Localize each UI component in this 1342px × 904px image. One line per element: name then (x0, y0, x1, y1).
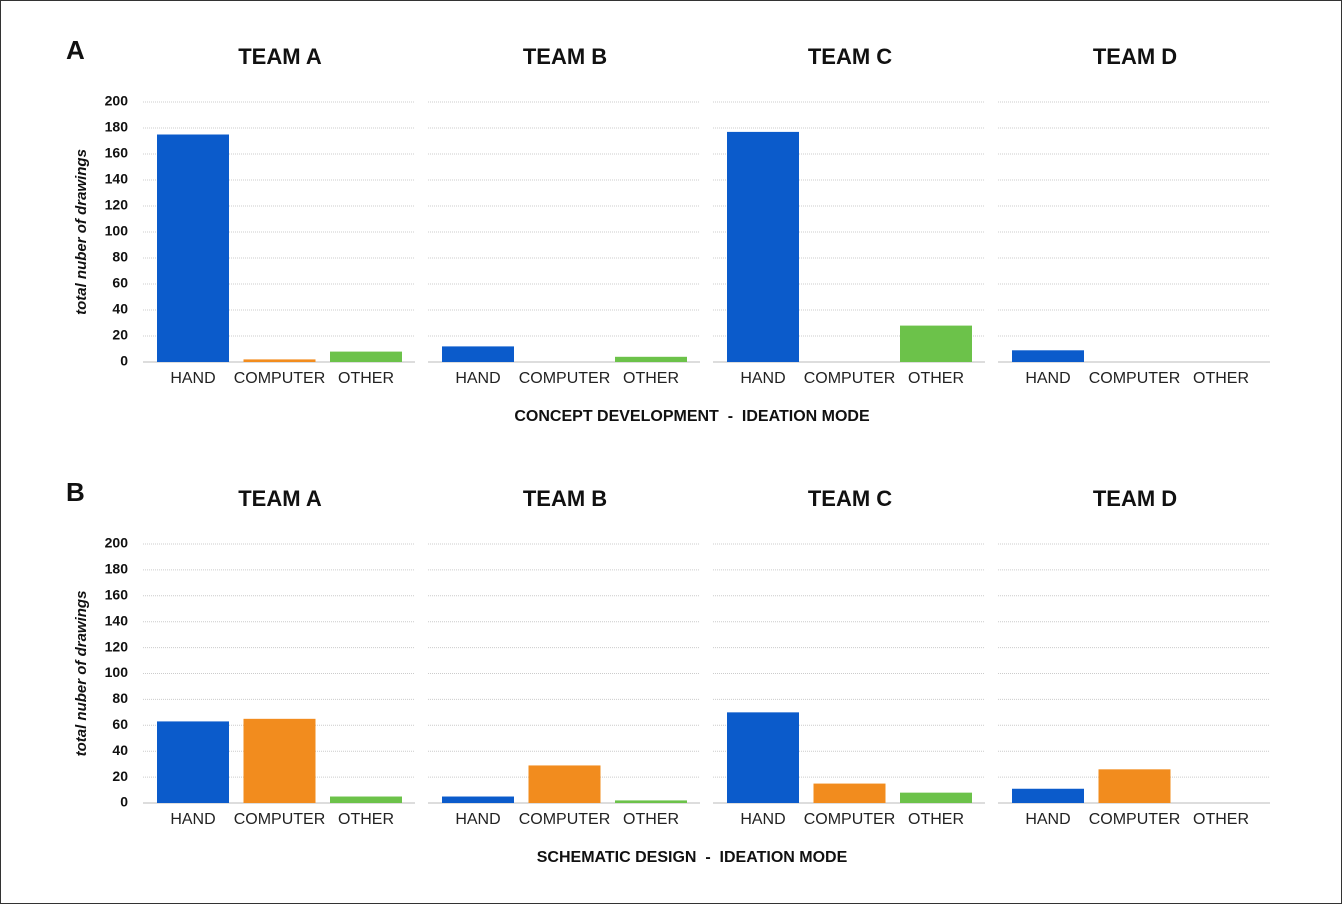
bar (727, 712, 799, 803)
x-tick-label: COMPUTER (804, 811, 896, 828)
bar (615, 356, 687, 362)
subplot-title: TEAM B (523, 44, 607, 69)
y-tick-label: 60 (112, 716, 128, 732)
bar (442, 346, 514, 362)
bar (243, 359, 316, 362)
bar (727, 131, 799, 362)
x-tick-label: HAND (455, 370, 500, 387)
y-tick-label: 140 (105, 171, 129, 187)
x-axis-label: CONCEPT DEVELOPMENT - IDEATION MODE (514, 408, 870, 425)
bar (330, 351, 402, 362)
subplot-title: TEAM C (808, 44, 892, 69)
subplot-title: TEAM C (808, 486, 892, 511)
y-tick-label: 160 (105, 145, 129, 161)
subplot-title: TEAM B (523, 486, 607, 511)
panel-label: A (66, 35, 85, 65)
bar (528, 765, 601, 803)
x-tick-label: COMPUTER (804, 370, 896, 387)
x-tick-label: OTHER (338, 811, 394, 828)
y-tick-label: 80 (112, 249, 128, 265)
bar (1012, 788, 1084, 803)
y-tick-label: 120 (105, 197, 129, 213)
bar (157, 134, 229, 362)
y-tick-label: 80 (112, 690, 128, 706)
bar (1012, 350, 1084, 362)
y-tick-label: 120 (105, 638, 129, 654)
y-tick-label: 160 (105, 587, 129, 603)
y-tick-label: 20 (112, 768, 128, 784)
subplot-title: TEAM A (238, 44, 322, 69)
x-tick-label: COMPUTER (1089, 370, 1181, 387)
bar (442, 796, 514, 803)
y-tick-label: 40 (112, 301, 128, 317)
bar (243, 718, 316, 803)
x-axis-label: SCHEMATIC DESIGN - IDEATION MODE (537, 849, 848, 866)
y-tick-label: 180 (105, 119, 129, 135)
y-tick-label: 40 (112, 742, 128, 758)
bar (330, 796, 402, 803)
x-tick-label: HAND (740, 370, 785, 387)
x-tick-label: COMPUTER (234, 811, 326, 828)
subplot-title: TEAM D (1093, 44, 1177, 69)
bar (1098, 769, 1171, 803)
y-tick-label: 60 (112, 275, 128, 291)
y-tick-label: 100 (105, 223, 129, 239)
bar (900, 792, 972, 803)
x-tick-label: OTHER (338, 370, 394, 387)
x-tick-label: OTHER (623, 370, 679, 387)
x-tick-label: HAND (1025, 811, 1070, 828)
y-tick-label: 140 (105, 612, 129, 628)
x-tick-label: COMPUTER (519, 811, 611, 828)
x-tick-label: HAND (170, 811, 215, 828)
x-tick-label: COMPUTER (1089, 811, 1181, 828)
panel-label: B (66, 477, 85, 507)
y-axis-label: total nuber of drawings (73, 591, 90, 757)
y-axis-label: total nuber of drawings (73, 149, 90, 315)
subplot-title: TEAM D (1093, 486, 1177, 511)
x-tick-label: OTHER (908, 370, 964, 387)
x-tick-label: HAND (740, 811, 785, 828)
bar (813, 783, 886, 803)
bar (157, 721, 229, 803)
subplot-title: TEAM A (238, 486, 322, 511)
y-tick-label: 0 (120, 353, 128, 369)
x-tick-label: HAND (455, 811, 500, 828)
x-tick-label: OTHER (908, 811, 964, 828)
y-tick-label: 180 (105, 561, 129, 577)
x-tick-label: COMPUTER (519, 370, 611, 387)
x-tick-label: HAND (1025, 370, 1070, 387)
y-tick-label: 0 (120, 794, 128, 810)
y-tick-label: 200 (105, 93, 129, 109)
y-tick-label: 100 (105, 664, 129, 680)
x-tick-label: OTHER (623, 811, 679, 828)
x-tick-label: OTHER (1193, 811, 1249, 828)
bar (615, 800, 687, 803)
y-tick-label: 20 (112, 327, 128, 343)
x-tick-label: OTHER (1193, 370, 1249, 387)
x-tick-label: COMPUTER (234, 370, 326, 387)
y-tick-label: 200 (105, 535, 129, 551)
x-tick-label: HAND (170, 370, 215, 387)
bar (900, 325, 972, 362)
